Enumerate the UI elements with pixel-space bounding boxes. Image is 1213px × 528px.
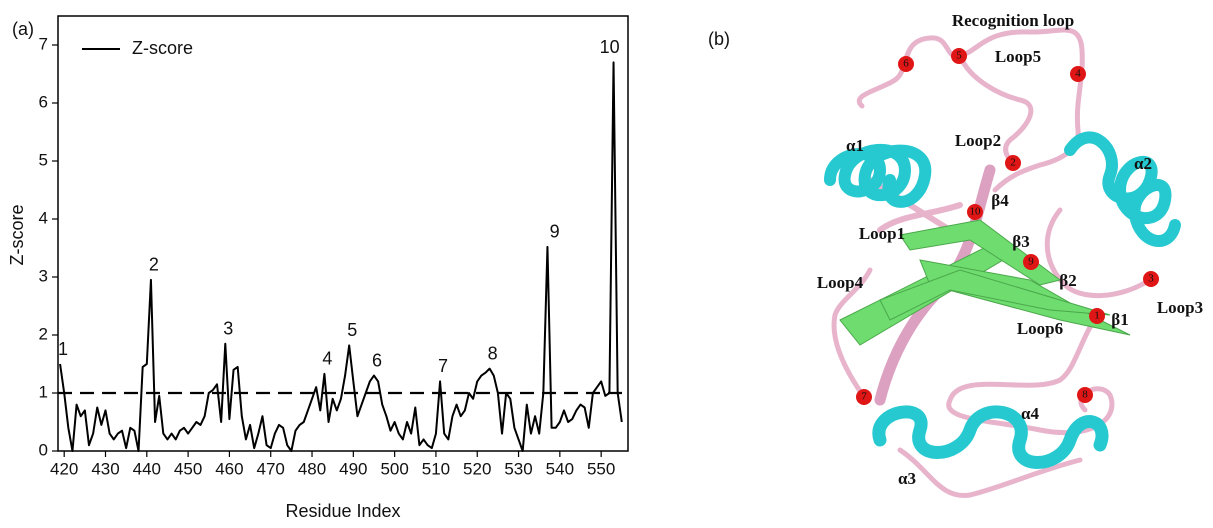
- structure-label: Recognition loop: [952, 11, 1074, 30]
- x-tick-label: 510: [422, 459, 450, 478]
- panel-a: (a) Residue Index Z-score 420 430 440 450 46…: [7, 15, 629, 521]
- x-tick-label: 430: [91, 459, 119, 478]
- structure-label: Loop1: [859, 224, 905, 243]
- peak-label: 3: [223, 318, 233, 338]
- marker-label: 4: [1075, 68, 1081, 80]
- x-tick-label: 520: [463, 459, 491, 478]
- marker: 5: [951, 48, 967, 64]
- marker: 8: [1077, 387, 1093, 403]
- peak-label: 9: [550, 222, 560, 242]
- marker-label: 10: [970, 206, 982, 218]
- y-tick-label: 5: [39, 150, 48, 169]
- residue-markers: 1 2 3 4 5 6 7 8 9 10: [856, 48, 1159, 405]
- y-tick-label: 2: [39, 324, 48, 343]
- structure-label: Loop3: [1157, 298, 1203, 317]
- panel-label: (a): [12, 19, 34, 39]
- marker-label: 3: [1148, 273, 1154, 285]
- structure-label: α1: [846, 136, 864, 155]
- structure-label: β3: [1012, 232, 1029, 251]
- marker-label: 9: [1028, 256, 1034, 268]
- x-tick-label: 440: [133, 459, 161, 478]
- x-tick-label: 470: [257, 459, 285, 478]
- x-tick-label: 530: [504, 459, 532, 478]
- x-tick-label: 490: [339, 459, 367, 478]
- marker: 3: [1143, 271, 1159, 287]
- y-tick-label: 6: [39, 92, 48, 111]
- structure-label: Loop4: [817, 273, 864, 292]
- x-tick-label: 540: [546, 459, 574, 478]
- panel-label: (b): [708, 29, 730, 49]
- structure-label: Loop6: [1017, 319, 1063, 338]
- marker-label: 6: [903, 58, 909, 70]
- legend-label: Z-score: [132, 38, 193, 58]
- y-axis-label: Z-score: [7, 204, 27, 265]
- y-tick-label: 7: [39, 34, 48, 53]
- x-tick-label: 550: [587, 459, 615, 478]
- marker: 1: [1089, 308, 1105, 324]
- peak-label: 5: [347, 320, 357, 340]
- marker: 10: [967, 204, 983, 220]
- beta-sheet: [839, 219, 1131, 346]
- marker: 2: [1005, 155, 1021, 171]
- x-tick-label: 450: [174, 459, 202, 478]
- marker-label: 2: [1010, 157, 1016, 169]
- y-tick-label: 0: [39, 440, 48, 459]
- x-tick-label: 420: [50, 459, 78, 478]
- marker-label: 1: [1094, 310, 1100, 322]
- x-axis-label: Residue Index: [285, 501, 400, 521]
- y-tick-label: 1: [39, 382, 48, 401]
- x-tick-label: 460: [215, 459, 243, 478]
- peak-label: 7: [438, 356, 448, 376]
- structure-label: α4: [1021, 404, 1039, 423]
- marker: 7: [856, 389, 872, 405]
- protein-cartoon: [824, 27, 1181, 498]
- data-line: [59, 61, 623, 452]
- marker-label: 7: [861, 391, 867, 403]
- structure-label: Loop5: [995, 47, 1041, 66]
- peak-label: 1: [58, 339, 68, 359]
- peak-label: 6: [372, 350, 382, 370]
- peak-label: 8: [488, 343, 498, 363]
- peak-label: 10: [600, 37, 620, 57]
- marker: 4: [1070, 66, 1086, 82]
- marker-label: 8: [1082, 389, 1088, 401]
- structure-label: β4: [991, 191, 1009, 210]
- peak-label: 4: [322, 349, 332, 369]
- marker-label: 5: [956, 50, 962, 62]
- structure-label: Loop2: [955, 131, 1001, 150]
- y-tick-label: 4: [39, 208, 48, 227]
- structure-label: β1: [1111, 310, 1128, 329]
- y-tick-label: 3: [39, 266, 48, 285]
- marker: 6: [898, 56, 914, 72]
- x-tick-label: 480: [298, 459, 326, 478]
- structure-label: α2: [1134, 154, 1152, 173]
- plot-frame: [57, 15, 629, 452]
- panel-b: (b) 1 2 3 4 5 6 7: [708, 11, 1203, 498]
- peak-label: 2: [149, 255, 159, 275]
- x-tick-label: 500: [380, 459, 408, 478]
- structure-label: α3: [898, 469, 916, 488]
- structure-label: β2: [1059, 271, 1076, 290]
- structure-labels: Recognition loop Loop5 Loop2 α1 α2 β4 Lo…: [817, 11, 1203, 488]
- marker: 9: [1023, 254, 1039, 270]
